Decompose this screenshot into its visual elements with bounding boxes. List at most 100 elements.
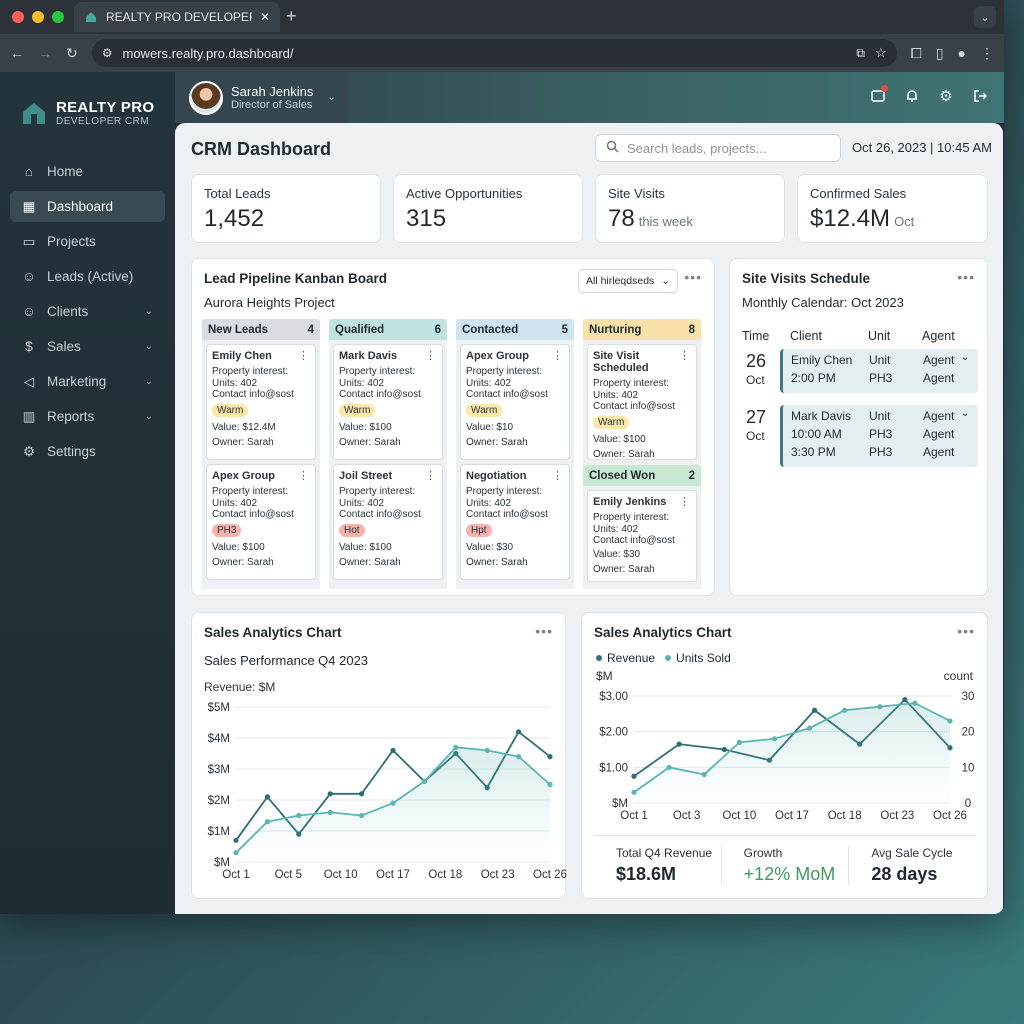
lead-card[interactable]: Emily Chen ⋮ Property interest: Units: 402 C… [206, 344, 316, 460]
data-point[interactable] [631, 789, 637, 795]
brand-logo[interactable]: REALTY PRO DEVELOPER CRM [0, 72, 175, 134]
data-point[interactable] [547, 781, 553, 788]
sidebar-item-dashboard[interactable]: ▦ Dashboard [10, 191, 165, 222]
browser-tab[interactable]: REALTY PRO DEVELOPER CRM ✕ [74, 2, 280, 32]
data-point[interactable] [359, 791, 365, 797]
lead-card[interactable]: Mark Davis ⋮ Property interest: Units: 402 C… [333, 344, 443, 460]
more-options-icon[interactable]: ••• [684, 269, 702, 285]
data-point[interactable] [233, 850, 239, 856]
lead-card[interactable]: Site Visit Scheduled ⋮ Property interest: U… [587, 344, 697, 460]
data-point[interactable] [666, 764, 672, 770]
visit-entry[interactable]: Mark Davis Unit Agent ⌄ 10:00 AM PH3 Agent 3:30… [780, 405, 978, 467]
kebab-menu-icon[interactable]: ⋮ [679, 496, 690, 508]
data-point[interactable] [516, 754, 522, 760]
kebab-menu-icon[interactable]: ⋮ [425, 470, 436, 482]
extensions-icon[interactable]: ⧠ [910, 44, 922, 61]
lead-card[interactable]: Emily Jenkins ⋮ Property interest: Units: 4… [587, 490, 697, 582]
kanban-column-header[interactable]: New Leads 4 [202, 319, 320, 340]
data-point[interactable] [453, 744, 459, 750]
visit-entry[interactable]: Emily Chen Unit Agent ⌄ 2:00 PM PH3 Agent [780, 349, 978, 393]
close-tab-icon[interactable]: ✕ [259, 10, 270, 24]
back-icon[interactable]: ← [10, 45, 24, 61]
kanban-filter-select[interactable]: All hirleqdseds ⌄ [578, 269, 678, 293]
sidebar-item-home[interactable]: ⌂ Home [10, 156, 165, 187]
kebab-menu-icon[interactable]: ⋮ [298, 350, 309, 362]
data-point[interactable] [327, 809, 333, 815]
minimize-window-button[interactable] [32, 11, 44, 23]
bell-icon[interactable] [902, 86, 922, 106]
data-point[interactable] [877, 704, 883, 710]
reload-icon[interactable]: ↻ [66, 44, 78, 61]
profile-icon[interactable]: ● [957, 45, 966, 61]
data-point[interactable] [842, 707, 848, 713]
data-point[interactable] [912, 700, 918, 706]
sidebar-item-projects[interactable]: ▭ Projects [10, 226, 165, 257]
data-point[interactable] [547, 754, 553, 760]
chevron-down-icon[interactable]: ⌄ [144, 306, 153, 317]
sidebar-item-marketing[interactable]: ◁ Marketing ⌄ [10, 366, 165, 397]
forward-icon[interactable]: → [38, 45, 52, 61]
data-point[interactable] [421, 778, 427, 784]
messages-icon[interactable] [868, 85, 888, 106]
data-point[interactable] [771, 736, 778, 742]
new-tab-button[interactable]: + [286, 6, 297, 26]
data-point[interactable] [264, 819, 270, 825]
kebab-menu-icon[interactable]: ⋮ [552, 470, 563, 482]
browser-menu-icon[interactable]: ⋮ [980, 44, 994, 61]
more-options-icon[interactable]: ••• [535, 623, 553, 639]
sidebar-item-reports[interactable]: ▥ Reports ⌄ [10, 401, 165, 432]
kebab-menu-icon[interactable]: ⋮ [679, 350, 690, 362]
kanban-column-header[interactable]: Contacted 5 [456, 319, 574, 340]
data-point[interactable] [390, 800, 396, 806]
bookmark-star-icon[interactable]: ☆ [874, 45, 887, 60]
data-point[interactable] [721, 746, 727, 753]
kebab-menu-icon[interactable]: ⋮ [298, 470, 309, 482]
user-menu[interactable]: Sarah Jenkins Director of Sales ⌄ [175, 72, 347, 123]
chevron-down-icon[interactable]: ⌄ [144, 376, 153, 387]
chevron-down-icon[interactable]: ⌄ [144, 341, 153, 352]
kanban-column-header[interactable]: Nurturing 8 [583, 319, 701, 340]
chevron-down-icon[interactable]: ⌄ [961, 352, 970, 363]
data-point[interactable] [902, 696, 908, 703]
data-point[interactable] [631, 773, 637, 779]
chevron-down-icon[interactable]: ⌄ [327, 92, 336, 103]
sidebar-item-leads-active[interactable]: ☺ Leads (Active) [10, 261, 165, 292]
data-point[interactable] [233, 837, 239, 843]
kanban-column-header[interactable]: Closed Won 2 [583, 465, 701, 486]
data-point[interactable] [359, 812, 365, 819]
data-point[interactable] [676, 741, 682, 747]
data-point[interactable] [296, 812, 302, 819]
kpi-active-opportunities[interactable]: Active Opportunities 315 [393, 174, 583, 243]
maximize-window-button[interactable] [52, 11, 64, 23]
lead-card[interactable]: Negotiation ⋮ Property interest: Units: 402… [460, 464, 570, 580]
sidebar-toggle-icon[interactable]: ▯ [935, 44, 944, 61]
data-point[interactable] [264, 794, 270, 800]
legend-item-units-sold[interactable]: Units Sold [665, 651, 731, 665]
data-point[interactable] [390, 747, 396, 753]
search-input[interactable]: Search leads, projects... [595, 134, 841, 162]
data-point[interactable] [811, 707, 818, 713]
close-window-button[interactable] [12, 11, 24, 23]
site-settings-icon[interactable]: ⚙ [101, 46, 113, 60]
legend-item-revenue[interactable]: Revenue [596, 651, 655, 665]
data-point[interactable] [516, 729, 522, 735]
lead-card[interactable]: Joil Street ⋮ Property interest: Units: 402… [333, 464, 443, 580]
data-point[interactable] [736, 739, 742, 745]
kpi-total-leads[interactable]: Total Leads 1,452 [191, 174, 381, 243]
kebab-menu-icon[interactable]: ⋮ [425, 350, 436, 362]
more-options-icon[interactable]: ••• [957, 623, 975, 639]
kpi-confirmed-sales[interactable]: Confirmed Sales $12.4M Oct [797, 174, 988, 243]
data-point[interactable] [701, 771, 707, 778]
lead-card[interactable]: Apex Group ⋮ Property interest: Units: 402 C… [460, 344, 570, 460]
data-point[interactable] [947, 718, 953, 724]
logout-icon[interactable] [970, 86, 990, 106]
sidebar-item-settings[interactable]: ⚙ Settings [10, 436, 165, 467]
kanban-column-header[interactable]: Qualified 6 [329, 319, 447, 340]
data-point[interactable] [327, 791, 333, 797]
sidebar-item-sales[interactable]: $ Sales ⌄ [10, 331, 165, 362]
more-options-icon[interactable]: ••• [957, 269, 975, 285]
translate-icon[interactable]: ⧉ [856, 45, 865, 60]
data-point[interactable] [806, 725, 813, 731]
tab-dropdown-button[interactable]: ⌄ [974, 6, 996, 28]
url-field[interactable]: ⚙ mowers.realty.pro.dashboard/ ⧉ ☆ [91, 39, 897, 67]
